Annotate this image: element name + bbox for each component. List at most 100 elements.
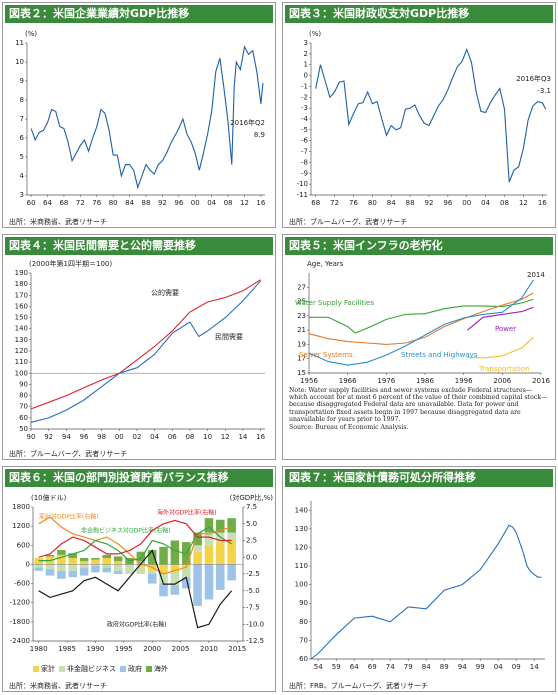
annotation: 8.9: [254, 131, 265, 139]
bar: [227, 564, 236, 581]
y-tick-label: 170: [15, 291, 28, 299]
y-tick-label: 80: [19, 392, 28, 400]
y-tick-label: 5: [20, 153, 24, 161]
y-tick-label: 25: [297, 298, 306, 306]
series-label: Sewer Systems: [299, 351, 353, 359]
series-label: 公的需要: [151, 288, 179, 297]
x-tick-label: 64: [43, 199, 52, 207]
line: [308, 279, 534, 366]
x-tick-label: 2006: [493, 377, 511, 385]
x-tick-label: 80: [109, 199, 118, 207]
x-tick-label: 68: [311, 199, 320, 207]
line: [467, 336, 534, 359]
bar: [136, 551, 146, 562]
y2-tick-label: -7.5: [246, 604, 260, 612]
y-axis-label: (10億ドル): [31, 493, 67, 502]
x-tick-label: 2015: [228, 645, 246, 653]
bar: [170, 585, 180, 595]
series-label: 非金融ビジネス対GDP比率(右軸): [81, 527, 171, 535]
x-tick-label: 69: [368, 663, 377, 671]
y-tick-label: 1800: [12, 503, 30, 511]
y-tick-label: 130: [295, 525, 308, 533]
y-tick-label: 110: [295, 562, 308, 570]
y-tick-label: -4: [301, 115, 309, 123]
y-axis-label: (%): [25, 30, 37, 38]
x-tick-label: 2005: [172, 645, 190, 653]
x-tick-label: 00: [462, 199, 471, 207]
source: Source: Bureau of Economic Analysis.: [289, 424, 409, 431]
annotation: 2016年Q2: [230, 118, 265, 127]
bar: [193, 545, 202, 552]
source: 出所：ブルームバーグ、武者リサーチ: [289, 218, 408, 226]
y-tick-label: -1200: [10, 599, 30, 607]
x-tick-label: 68: [59, 199, 68, 207]
chart-panel: 図表５：米国インフラの老朽化 15 17 19 21 23 25 27 1956 1966 1976…: [282, 234, 556, 460]
y2-tick-label: 5.0: [246, 520, 257, 528]
bar: [216, 564, 225, 590]
x-tick-label: 76: [92, 199, 101, 207]
y-tick-label: 100: [15, 369, 28, 377]
x-tick-label: 88: [142, 199, 151, 207]
source: 出所：ブルームバーグ、武者リサーチ: [9, 450, 128, 458]
bar: [57, 550, 66, 555]
bar: [227, 532, 236, 539]
y-tick-label: 4: [20, 172, 25, 180]
line: [38, 549, 233, 629]
x-tick-label: 84: [422, 663, 431, 671]
x-tick-label: 94: [62, 433, 71, 441]
bar: [181, 567, 191, 578]
bar: [57, 554, 66, 565]
y-tick-label: 2: [304, 50, 308, 58]
y-tick-label: -9: [301, 169, 308, 177]
bar: [159, 574, 168, 584]
x-tick-label: 92: [44, 433, 53, 441]
y-tick-label: 130: [15, 336, 28, 344]
bar: [159, 546, 168, 565]
y-tick-label: 100: [295, 581, 308, 589]
x-tick-label: 14: [530, 663, 539, 671]
bar: [91, 558, 100, 560]
x-tick-label: 04: [481, 199, 490, 207]
x-tick-label: 99: [476, 663, 485, 671]
x-tick-label: 12: [240, 199, 249, 207]
x-tick-label: 1980: [30, 645, 48, 653]
annotation: 2014: [527, 271, 545, 279]
bar: [204, 532, 214, 546]
line: [38, 526, 232, 562]
bar: [136, 567, 146, 574]
y-tick-label: 140: [295, 506, 308, 514]
bar: [147, 574, 157, 584]
bar: [227, 518, 236, 533]
x-tick-label: 1976: [377, 377, 395, 385]
y-tick-label: 180: [15, 280, 28, 288]
x-tick-label: 08: [224, 199, 233, 207]
y2-tick-label: 7.5: [246, 503, 257, 511]
bar: [45, 569, 55, 576]
bar: [79, 567, 89, 576]
bar: [193, 532, 202, 546]
bar: [68, 570, 77, 578]
y-tick-label: 6: [20, 134, 25, 142]
x-tick-label: 84: [125, 199, 134, 207]
line: [30, 45, 264, 190]
y-tick-label: 17: [297, 355, 306, 363]
y-tick-label: 600: [17, 541, 30, 549]
line: [308, 292, 534, 345]
bar: [68, 564, 77, 571]
bar: [113, 564, 123, 571]
series-label: Power: [495, 325, 516, 333]
x-tick-label: 94: [458, 663, 467, 671]
chart-title: 図表６：米国の部門別投資貯蓄バランス推移: [5, 469, 273, 487]
bar: [170, 572, 180, 586]
line: [38, 516, 232, 575]
y-tick-label: 90: [19, 380, 28, 388]
x-tick-label: 1966: [339, 377, 357, 385]
chart: 60 70 80 90 100 110 120 130 140 54 59 64 69 74 79 84 89 9…: [295, 501, 545, 671]
bar: [125, 558, 134, 565]
bar: [113, 556, 123, 562]
x-tick-label: 12: [519, 199, 528, 207]
annotation: -3.1: [537, 87, 551, 95]
bar: [147, 550, 157, 565]
bar: [227, 538, 236, 565]
bar: [136, 561, 146, 565]
